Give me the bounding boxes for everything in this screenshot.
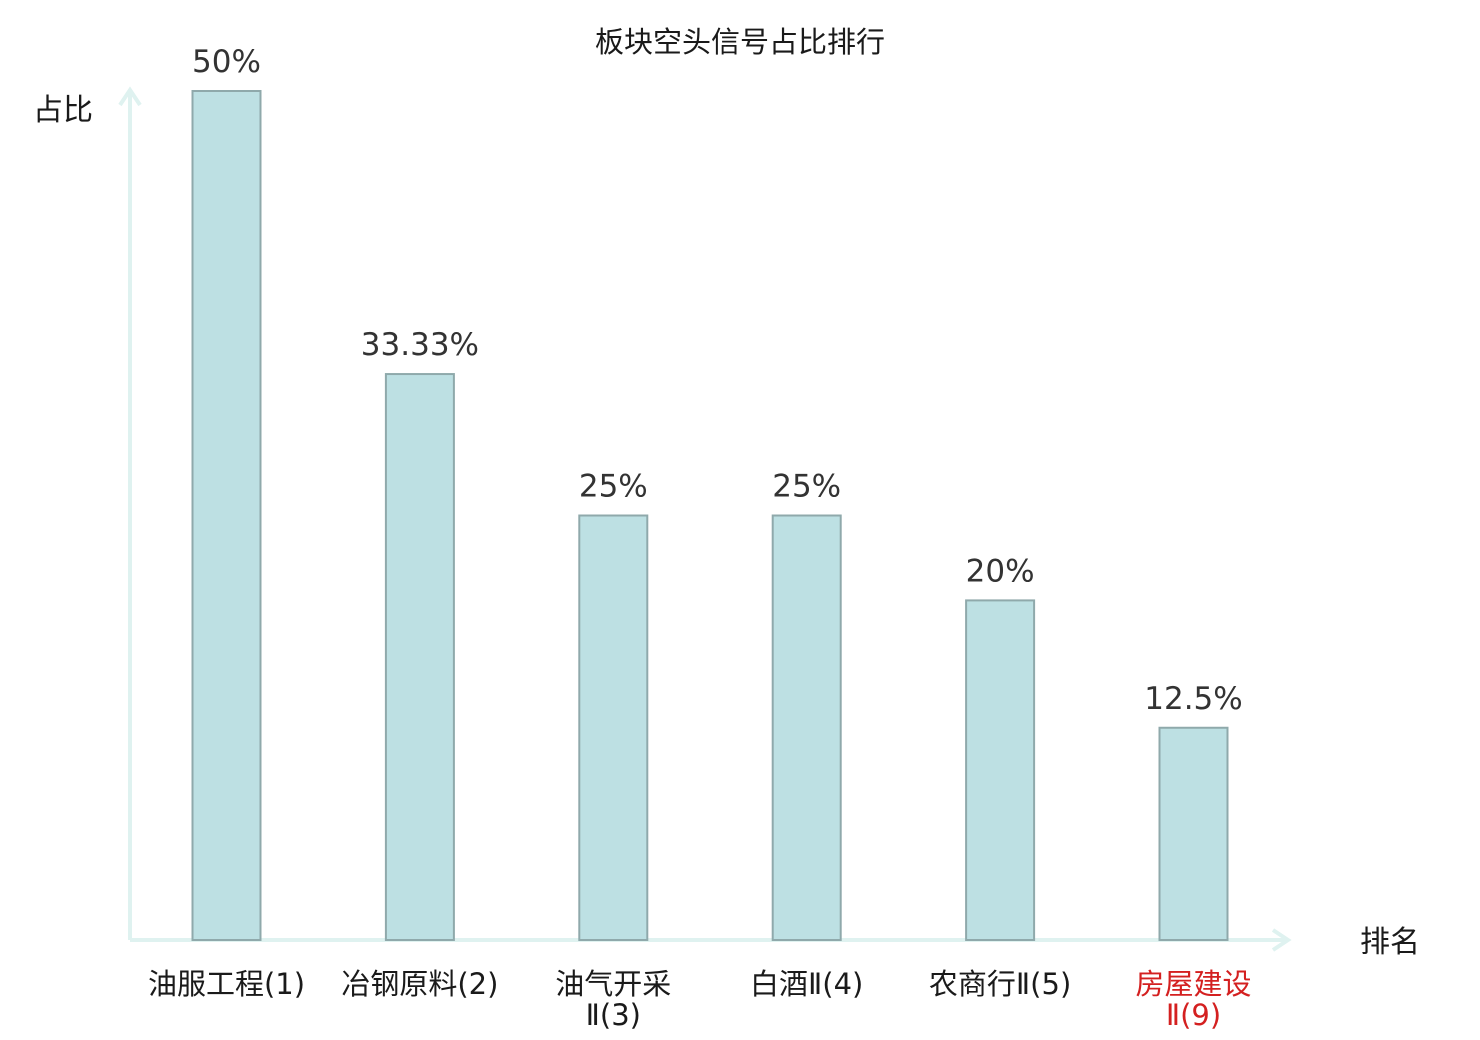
value-label-6: 12.5% xyxy=(1144,681,1242,717)
bar-1 xyxy=(191,90,262,941)
bar-2 xyxy=(384,373,455,942)
category-label-2: 冶钢原料(2) xyxy=(341,967,498,1001)
category-label-6-line-1: 房屋建设 xyxy=(1135,967,1251,1001)
value-label-1: 50% xyxy=(192,44,261,80)
value-label-4: 25% xyxy=(772,469,841,505)
value-label-5: 20% xyxy=(966,553,1035,589)
chart-title: 板块空头信号占比排行 xyxy=(595,25,885,59)
value-label-2: 33.33% xyxy=(361,327,479,363)
category-label-4: 白酒Ⅱ(4) xyxy=(750,967,863,1001)
bar-6 xyxy=(1158,726,1229,941)
bar-4 xyxy=(771,514,842,941)
category-label-6-line-2: Ⅱ(9) xyxy=(1166,998,1221,1032)
bar-3 xyxy=(578,514,649,941)
category-label-3-line-1: 油气开采 xyxy=(555,967,671,1001)
category-label-1: 油服工程(1) xyxy=(148,967,305,1001)
x-axis-arrow xyxy=(1271,928,1292,952)
bars-group xyxy=(191,90,1229,942)
axes xyxy=(118,86,1292,952)
y-axis-arrow xyxy=(118,86,142,107)
value-label-3: 25% xyxy=(579,469,648,505)
y-axis-label: 占比 xyxy=(33,93,93,128)
bar-5 xyxy=(965,599,1036,942)
category-label-5: 农商行Ⅱ(5) xyxy=(929,967,1071,1001)
category-label-3-line-2: Ⅱ(3) xyxy=(586,998,641,1032)
value-labels-group: 50% 33.33% 25% 25% 20% 12.5% xyxy=(192,44,1243,717)
x-axis-label: 排名 xyxy=(1360,925,1420,960)
